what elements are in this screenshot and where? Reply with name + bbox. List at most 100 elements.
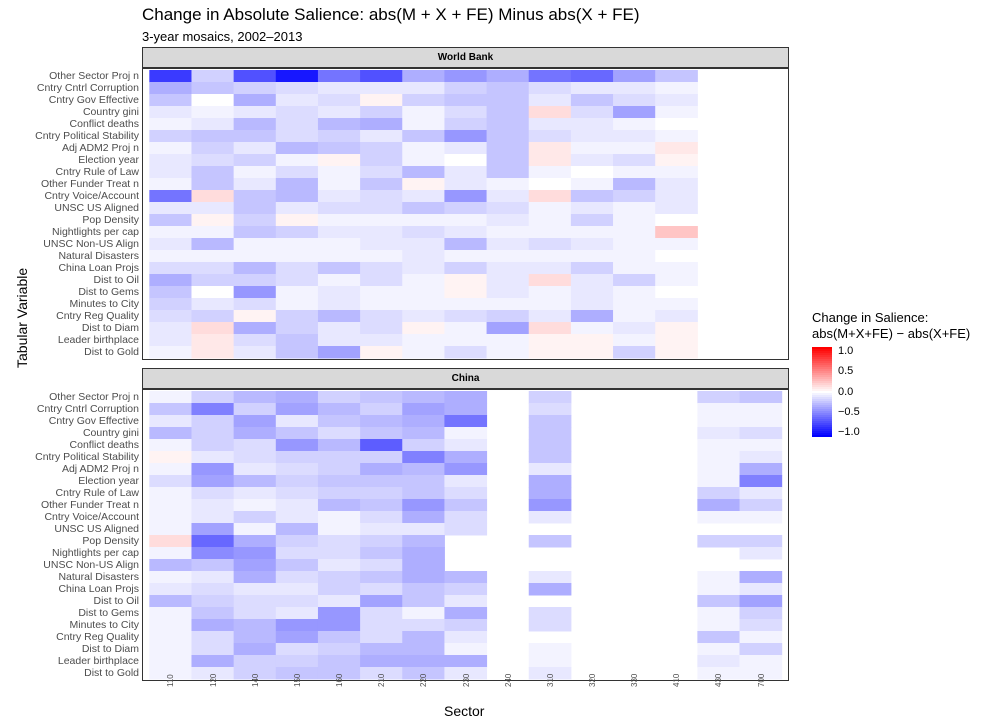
heatmap-cell xyxy=(655,190,698,203)
heatmap-cell xyxy=(149,631,192,644)
heatmap-cell xyxy=(233,583,277,596)
heatmap-cell xyxy=(233,190,277,203)
heatmap-cell xyxy=(528,94,572,107)
x-tick-label: 210 xyxy=(377,673,387,687)
heatmap-cell xyxy=(486,166,530,179)
heatmap-cell xyxy=(191,166,235,179)
heatmap-cell xyxy=(739,427,783,440)
heatmap-cell xyxy=(233,130,277,143)
heatmap-cell xyxy=(613,142,656,155)
y-tick-label: Nightlights per cap xyxy=(52,546,139,559)
heatmap-cell xyxy=(149,346,192,359)
heatmap-cell xyxy=(360,463,403,476)
heatmap-cell xyxy=(275,142,319,155)
heatmap-cell xyxy=(528,403,572,416)
heatmap-cell xyxy=(402,487,445,500)
heatmap-cell xyxy=(360,118,403,131)
heatmap-cell xyxy=(360,130,403,143)
heatmap-cell xyxy=(275,535,319,548)
heatmap-cell xyxy=(486,118,530,131)
y-tick-label: China Loan Projs xyxy=(58,582,139,595)
legend-gradient-step xyxy=(812,397,832,400)
heatmap-cell xyxy=(233,178,277,191)
heatmap-cell xyxy=(149,559,192,572)
heatmap-cell xyxy=(528,583,572,596)
heatmap-cell xyxy=(402,619,445,632)
heatmap-cell xyxy=(444,322,488,335)
heatmap-cell xyxy=(613,214,656,227)
heatmap-cell xyxy=(191,427,235,440)
heatmap-cell xyxy=(317,274,361,287)
heatmap-cell xyxy=(486,142,530,155)
heatmap-cell xyxy=(149,499,192,512)
heatmap-cell xyxy=(613,238,656,251)
heatmap-cell xyxy=(191,403,235,416)
heatmap-cell xyxy=(317,70,361,83)
heatmap-cell xyxy=(360,427,403,440)
heatmap-cell xyxy=(444,667,488,680)
heatmap-cell xyxy=(233,523,277,536)
legend-gradient-step xyxy=(812,371,832,374)
legend-gradient-step xyxy=(812,361,832,364)
x-tick-label: 150 xyxy=(292,673,302,687)
heatmap-cell xyxy=(275,403,319,416)
heatmap-cell xyxy=(402,178,445,191)
legend-gradient-step xyxy=(812,391,832,394)
heatmap-cell xyxy=(444,82,488,95)
heatmap-cell xyxy=(655,334,698,347)
y-tick-label: Leader birthplace xyxy=(57,333,139,346)
heatmap-cell xyxy=(317,511,361,524)
heatmap-cell xyxy=(191,463,235,476)
heatmap-cell xyxy=(739,463,783,476)
heatmap-cell xyxy=(317,415,361,428)
heatmap-cell xyxy=(444,631,488,644)
heatmap-cell xyxy=(317,487,361,500)
heatmap-cell xyxy=(697,643,741,656)
heatmap-cell xyxy=(739,391,783,404)
heatmap-cell xyxy=(402,70,445,83)
heatmap-cell xyxy=(739,667,783,680)
heatmap-cell xyxy=(149,334,192,347)
heatmap-cell xyxy=(233,403,277,416)
heatmap-cell xyxy=(275,274,319,287)
heatmap-cell xyxy=(233,274,277,287)
y-tick-label: Adj ADM2 Proj n xyxy=(61,462,139,475)
heatmap-cell xyxy=(275,286,319,299)
heatmap-cell xyxy=(191,130,235,143)
heatmap-cell xyxy=(191,571,235,584)
legend-gradient-step xyxy=(812,425,832,428)
heatmap-cell xyxy=(655,310,698,323)
heatmap-cell xyxy=(233,298,277,311)
heatmap-cell xyxy=(275,298,319,311)
x-tick-label: 240 xyxy=(503,673,513,687)
heatmap-cell xyxy=(275,463,319,476)
heatmap-cell xyxy=(317,451,361,464)
heatmap-cell xyxy=(655,238,698,251)
heatmap-cell xyxy=(486,346,530,359)
heatmap-cell xyxy=(444,643,488,656)
heatmap-cell xyxy=(655,166,698,179)
heatmap-cell xyxy=(655,262,698,275)
legend-gradient-step xyxy=(812,403,832,406)
heatmap-cell xyxy=(191,214,235,227)
y-tick-label: Dist to Diam xyxy=(81,321,139,334)
heatmap-cell xyxy=(360,619,403,632)
heatmap-cell xyxy=(191,619,235,632)
legend-gradient-step xyxy=(812,415,832,418)
heatmap-cell xyxy=(444,334,488,347)
legend-gradient-step xyxy=(812,429,832,432)
heatmap-cell xyxy=(149,415,192,428)
heatmap-cell xyxy=(360,142,403,155)
heatmap-cell xyxy=(697,391,741,404)
heatmap-cell xyxy=(613,322,656,335)
heatmap-cell xyxy=(402,583,445,596)
heatmap-cell xyxy=(233,226,277,239)
heatmap-cell xyxy=(317,298,361,311)
heatmap-cell xyxy=(528,322,572,335)
heatmap-cell xyxy=(444,475,488,488)
legend-gradient-step xyxy=(812,417,832,420)
heatmap-cell xyxy=(275,511,319,524)
x-tick-label: 410 xyxy=(672,673,682,687)
heatmap-cell xyxy=(528,334,572,347)
heatmap-cell xyxy=(317,94,361,107)
